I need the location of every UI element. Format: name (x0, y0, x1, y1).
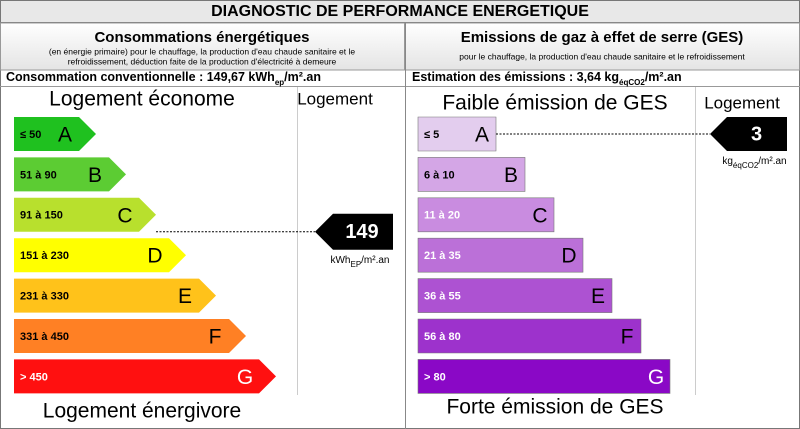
class-range: 331 à 450 (20, 331, 69, 343)
class-bar (417, 318, 642, 354)
energy-header (0, 22, 405, 71)
class-bar (14, 157, 126, 192)
class-range: > 80 (424, 371, 446, 383)
class-range: 21 à 35 (424, 250, 461, 262)
panel-note: refroidissement, déduction faite de la p… (68, 56, 337, 66)
indicator-unit-main: kg (722, 156, 733, 167)
bottom-label: Logement énergivore (43, 400, 241, 423)
estimate: Estimation des émissions : 3,64 kgéqCO2/… (412, 70, 682, 86)
class-letter: E (178, 285, 192, 308)
class-bar (417, 237, 584, 273)
estimate-sub: éqCO2 (619, 78, 645, 87)
class-letter: C (532, 204, 547, 227)
panel-note: pour le chauffage, la production d'eau c… (459, 51, 745, 61)
panel-heading: Consommations énergétiques (94, 29, 309, 46)
indicator-unit-main: kWh (330, 254, 350, 265)
top-label: Logement économe (49, 88, 235, 111)
class-range: > 450 (20, 371, 48, 383)
ges-header (405, 22, 800, 71)
class-bar (14, 197, 156, 232)
class-range: 231 à 330 (20, 291, 69, 303)
indicator-arrow (315, 213, 393, 250)
class-letter: F (209, 326, 222, 349)
panel-note: (en énergie primaire) pour le chauffage,… (49, 46, 356, 56)
class-bar (14, 359, 276, 394)
indicator-unit-sub: éqCO2 (733, 161, 759, 170)
class-letter: A (58, 124, 72, 147)
estimate-suffix: /m².an (645, 70, 682, 84)
class-letter: D (561, 245, 576, 268)
class-range: 6 à 10 (424, 169, 455, 181)
title: DIAGNOSTIC DE PERFORMANCE ENERGETIQUE (211, 3, 589, 20)
estimate: Consommation conventionnelle : 149,67 kW… (6, 70, 321, 86)
class-letter: F (621, 326, 634, 349)
class-bar (417, 116, 497, 152)
class-letter: C (117, 204, 132, 227)
class-range: 56 à 80 (424, 331, 461, 343)
estimate-suffix: /m².an (284, 70, 321, 84)
indicator-value: 3 (751, 123, 762, 145)
class-range: 36 à 55 (424, 291, 461, 303)
top-label: Faible émission de GES (442, 92, 667, 115)
indicator-unit-suffix: /m².an (361, 254, 389, 265)
class-bar (417, 278, 613, 313)
class-bar (14, 117, 96, 151)
class-letter: D (147, 245, 162, 268)
estimate-sub: ep (275, 78, 284, 87)
class-range: ≤ 5 (424, 129, 439, 141)
column-label: Logement (297, 89, 373, 108)
class-range: 151 à 230 (20, 250, 69, 262)
class-letter: E (591, 285, 605, 308)
indicator-unit-suffix: /m².an (758, 156, 786, 167)
class-range: ≤ 50 (20, 129, 41, 141)
class-letter: G (237, 366, 253, 389)
class-range: 91 à 150 (20, 210, 63, 222)
class-bar (417, 197, 555, 233)
class-letter: G (648, 366, 664, 389)
class-bar (417, 157, 526, 192)
estimate-main: Estimation des émissions : 3,64 kg (412, 70, 619, 84)
class-bar (14, 319, 246, 353)
indicator-value: 149 (345, 221, 378, 243)
class-bar (417, 359, 671, 394)
bottom-label: Forte émission de GES (446, 396, 663, 419)
panel-heading: Emissions de gaz à effet de serre (GES) (461, 29, 744, 46)
class-letter: A (475, 124, 489, 147)
class-letter: B (504, 164, 518, 187)
class-bar (14, 278, 216, 313)
indicator-unit: kWhEP/m².an (330, 254, 389, 268)
class-range: 11 à 20 (424, 210, 460, 222)
class-bar (14, 238, 186, 273)
estimate-main: Consommation conventionnelle : 149,67 kW… (6, 70, 275, 84)
indicator-unit-sub: EP (350, 259, 361, 268)
indicator-unit: kgéqCO2/m².an (722, 156, 786, 170)
column-label: Logement (704, 93, 780, 112)
indicator-arrow (710, 117, 787, 151)
class-range: 51 à 90 (20, 169, 57, 181)
class-letter: B (88, 164, 102, 187)
